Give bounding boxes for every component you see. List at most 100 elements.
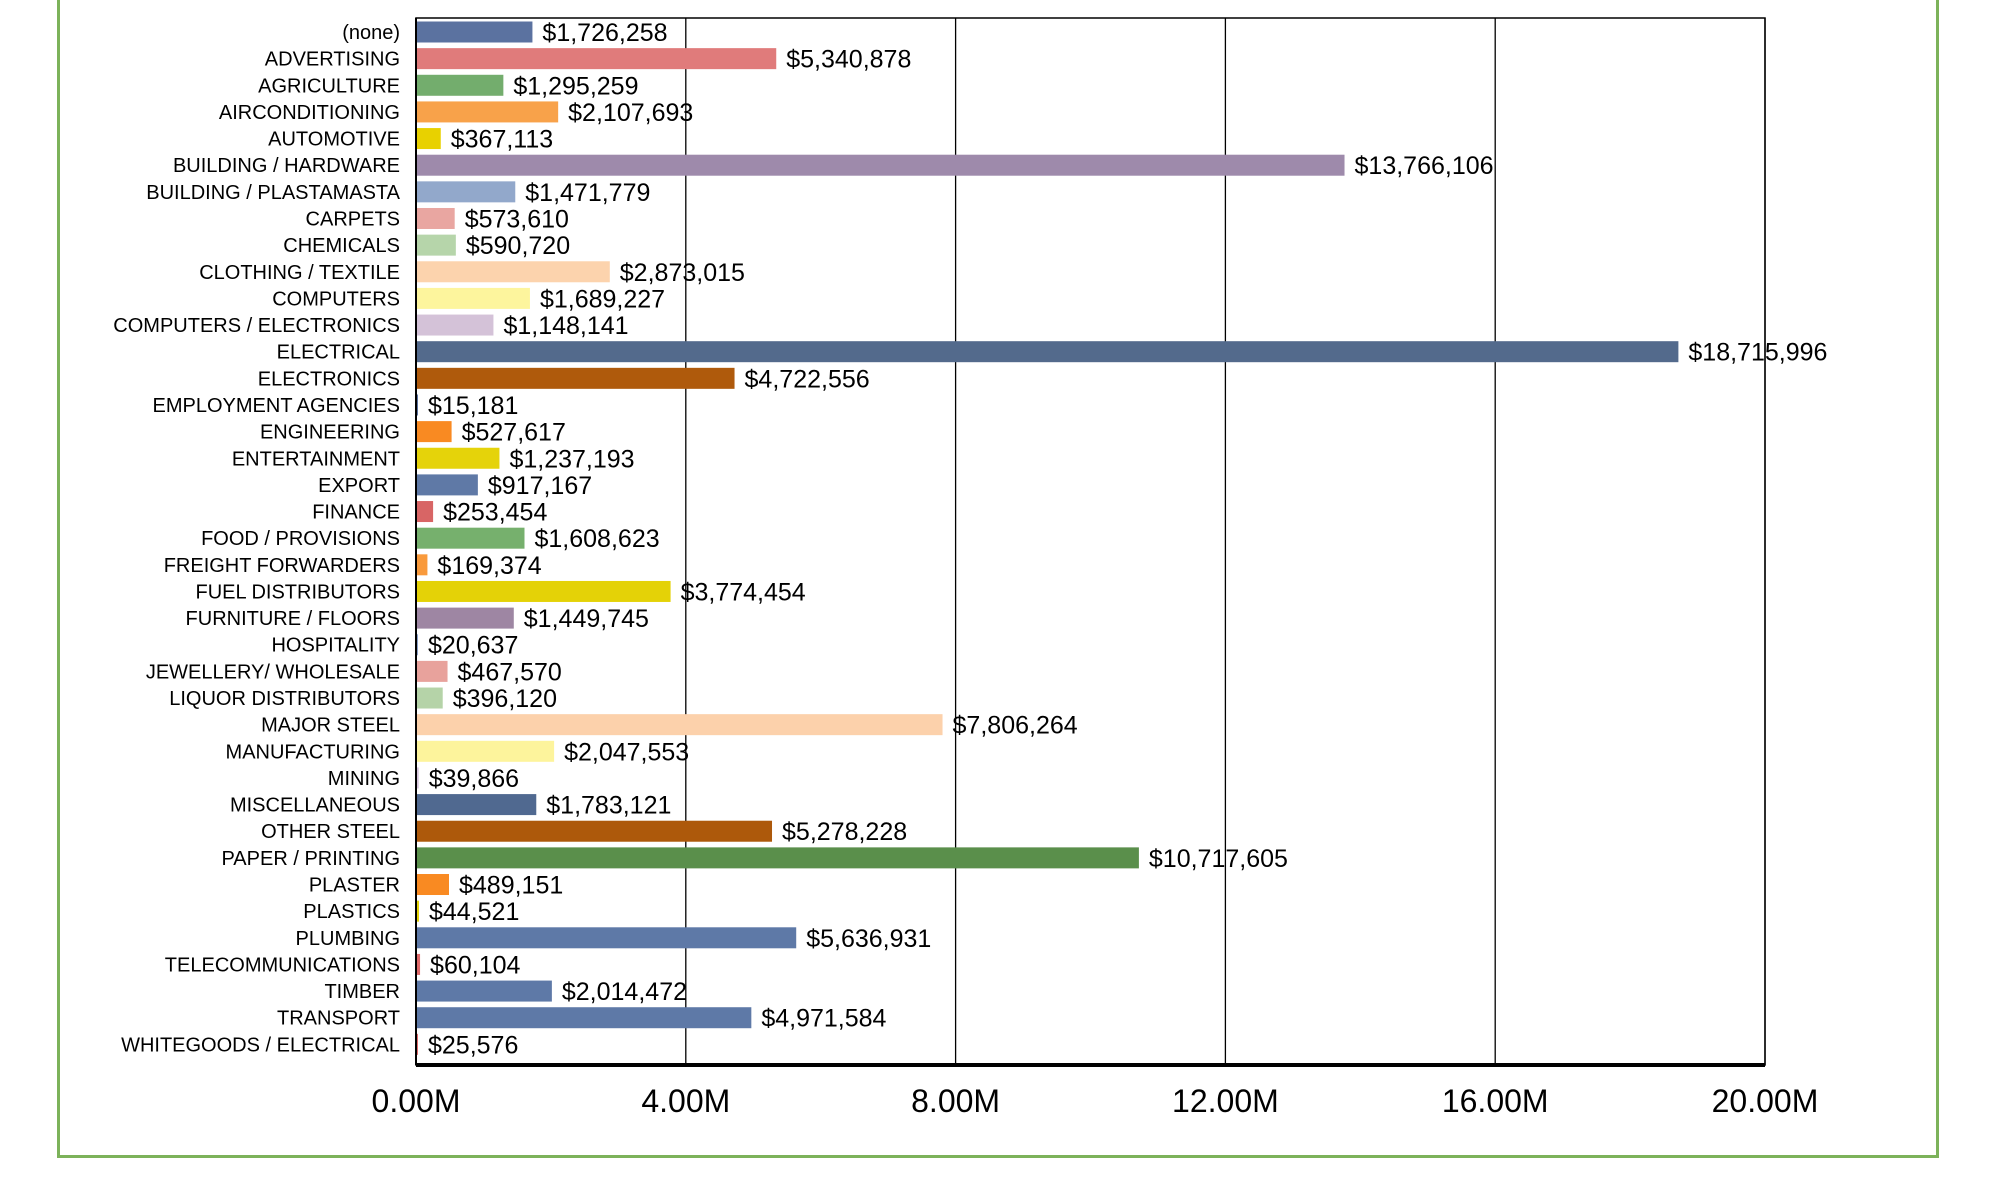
bar xyxy=(416,48,777,70)
category-label: COMPUTERS / ELECTRONICS xyxy=(113,315,400,337)
category-label: PLUMBING xyxy=(296,928,400,950)
bar xyxy=(416,501,434,523)
value-label: $396,120 xyxy=(453,685,557,713)
bar xyxy=(416,953,421,975)
x-tick-label: 4.00M xyxy=(641,1083,730,1119)
category-label: ELECTRICAL xyxy=(277,342,400,364)
category-label: MAJOR STEEL xyxy=(261,715,400,737)
category-label: CHEMICALS xyxy=(283,235,400,257)
value-label: $1,237,193 xyxy=(509,445,634,473)
bar xyxy=(416,687,443,709)
category-label: COMPUTERS xyxy=(272,288,400,310)
bar xyxy=(416,421,452,443)
value-label: $13,766,106 xyxy=(1355,152,1494,180)
category-label: ADVERTISING xyxy=(265,49,400,71)
value-label: $527,617 xyxy=(462,419,566,447)
value-label: $1,295,259 xyxy=(513,72,638,100)
category-label: TRANSPORT xyxy=(277,1008,400,1030)
category-label: FOOD / PROVISIONS xyxy=(201,528,400,550)
category-label: AGRICULTURE xyxy=(258,75,400,97)
bar xyxy=(416,234,456,256)
value-label: $1,449,745 xyxy=(524,605,649,633)
bar xyxy=(416,580,671,602)
x-tick-label: 12.00M xyxy=(1172,1083,1279,1119)
value-label: $5,636,931 xyxy=(806,925,931,953)
category-label: ELECTRONICS xyxy=(258,368,400,390)
bar xyxy=(416,927,797,949)
category-label: MISCELLANEOUS xyxy=(230,795,400,817)
bar xyxy=(416,740,555,762)
value-label: $44,521 xyxy=(429,898,519,926)
value-label: $467,570 xyxy=(458,658,562,686)
category-label: AUTOMOTIVE xyxy=(268,129,400,151)
category-label: CARPETS xyxy=(306,208,400,230)
category-label: PLASTER xyxy=(309,875,400,897)
category-label: PAPER / PRINTING xyxy=(221,848,400,870)
bar xyxy=(416,767,419,789)
value-label: $367,113 xyxy=(451,126,553,154)
category-label: EMPLOYMENT AGENCIES xyxy=(153,395,400,417)
category-label: BUILDING / HARDWARE xyxy=(173,155,400,177)
bar xyxy=(416,154,1345,176)
value-label: $60,104 xyxy=(430,951,520,979)
bar xyxy=(416,207,455,229)
category-label: EXPORT xyxy=(318,475,400,497)
category-label: HOSPITALITY xyxy=(271,635,400,657)
value-label: $4,722,556 xyxy=(745,365,870,393)
value-label: $2,873,015 xyxy=(620,259,745,287)
value-label: $10,717,605 xyxy=(1149,845,1288,873)
value-label: $169,374 xyxy=(437,552,541,580)
bar xyxy=(416,367,735,389)
category-label: ENGINEERING xyxy=(260,422,400,444)
bar xyxy=(416,474,478,496)
x-tick-label: 8.00M xyxy=(911,1083,1000,1119)
category-label: WHITEGOODS / ELECTRICAL xyxy=(121,1034,400,1056)
value-label: $25,576 xyxy=(428,1031,518,1059)
value-label: $4,971,584 xyxy=(761,1005,886,1033)
value-label: $1,148,141 xyxy=(503,312,628,340)
value-label: $5,340,878 xyxy=(786,46,911,74)
value-label: $590,720 xyxy=(466,232,570,260)
value-label: $917,167 xyxy=(488,472,592,500)
bar xyxy=(416,660,448,682)
category-label: FINANCE xyxy=(312,502,400,524)
category-label: BUILDING / PLASTAMASTA xyxy=(146,182,400,204)
x-tick-label: 16.00M xyxy=(1442,1083,1549,1119)
category-label: FREIGHT FORWARDERS xyxy=(164,555,400,577)
category-label: AIRCONDITIONING xyxy=(219,102,400,124)
x-tick-label: 20.00M xyxy=(1712,1083,1819,1119)
category-label: MINING xyxy=(328,768,400,790)
value-label: $1,608,623 xyxy=(535,525,660,553)
bar xyxy=(416,980,552,1002)
bar xyxy=(416,714,943,736)
bar xyxy=(416,181,516,203)
category-label: FURNITURE / FLOORS xyxy=(186,608,400,630)
value-label: $2,014,472 xyxy=(562,978,687,1006)
x-tick-label: 0.00M xyxy=(372,1083,461,1119)
category-label: TIMBER xyxy=(324,981,400,1003)
bar xyxy=(416,874,449,896)
bar xyxy=(416,820,773,842)
bar xyxy=(416,847,1139,869)
value-label: $15,181 xyxy=(428,392,518,420)
value-label: $2,107,693 xyxy=(568,99,693,127)
value-label: $1,471,779 xyxy=(525,179,650,207)
category-label: LIQUOR DISTRIBUTORS xyxy=(169,688,400,710)
bar xyxy=(416,128,441,150)
value-label: $7,806,264 xyxy=(953,712,1078,740)
value-label: $3,774,454 xyxy=(681,578,806,606)
bar xyxy=(416,101,559,123)
value-label: $489,151 xyxy=(459,872,563,900)
bar xyxy=(416,74,504,96)
bar xyxy=(416,900,420,922)
bar xyxy=(416,607,514,629)
category-label: PLASTICS xyxy=(303,901,400,923)
chart-frame xyxy=(57,0,1939,1158)
value-label: $573,610 xyxy=(465,205,569,233)
bar xyxy=(416,314,494,336)
category-label: OTHER STEEL xyxy=(261,821,400,843)
bar xyxy=(416,527,525,549)
value-label: $1,726,258 xyxy=(542,19,667,47)
bar xyxy=(416,261,610,283)
value-label: $2,047,553 xyxy=(564,738,689,766)
